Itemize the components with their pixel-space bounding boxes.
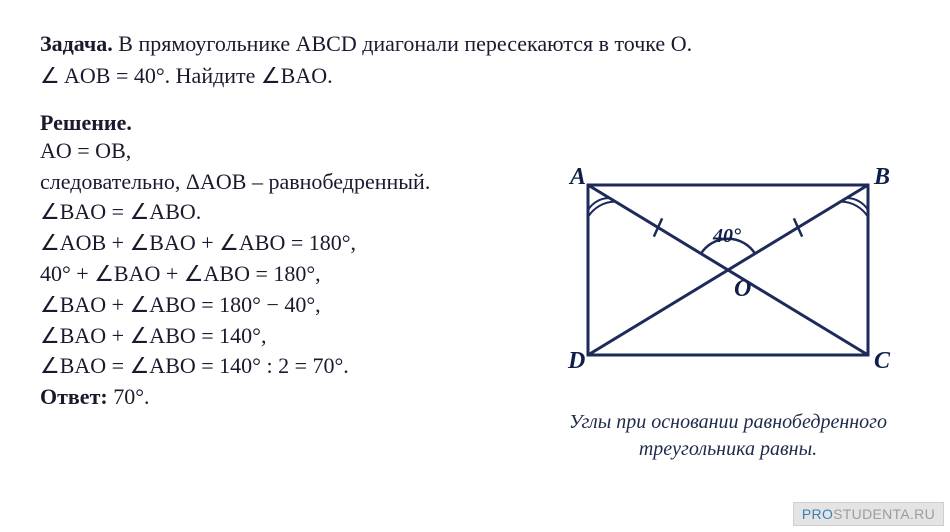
watermark: PROSTUDENTA.RU [793,502,944,526]
angle-label: 40° [712,225,741,247]
answer-value: 70°. [113,384,149,409]
caption-line: треугольника равны. [639,438,817,460]
watermark-rest: STUDENTA.RU [833,506,935,522]
vertex-d: D [567,348,585,374]
problem-line2: ∠ AOB = 40°. Найдите ∠BAO. [40,63,333,88]
answer-label: Ответ: [40,384,108,409]
watermark-accent: PRO [802,506,833,522]
problem-statement: Задача. В прямоугольнике ABCD диагонали … [40,28,910,92]
problem-label: Задача. [40,31,113,56]
solution-label: Решение. [40,110,910,136]
figure-caption: Углы при основании равнобедренного треуг… [548,409,908,463]
rectangle-diagram: A B C D O 40° [548,150,908,390]
angle-arc-b1 [847,198,868,210]
tick-ob [794,218,802,236]
vertex-c: C [874,348,891,374]
vertex-b: B [873,164,890,190]
problem-line1: В прямоугольнике ABCD диагонали пересека… [118,31,692,56]
vertex-o: O [734,276,751,302]
caption-line: Углы при основании равнобедренного [569,411,887,433]
page: Задача. В прямоугольнике ABCD диагонали … [0,0,950,532]
figure: A B C D O 40° Углы при основании равнобе… [548,150,908,463]
angle-arc-a1 [588,198,609,210]
vertex-a: A [568,164,586,190]
tick-ao [654,218,662,236]
